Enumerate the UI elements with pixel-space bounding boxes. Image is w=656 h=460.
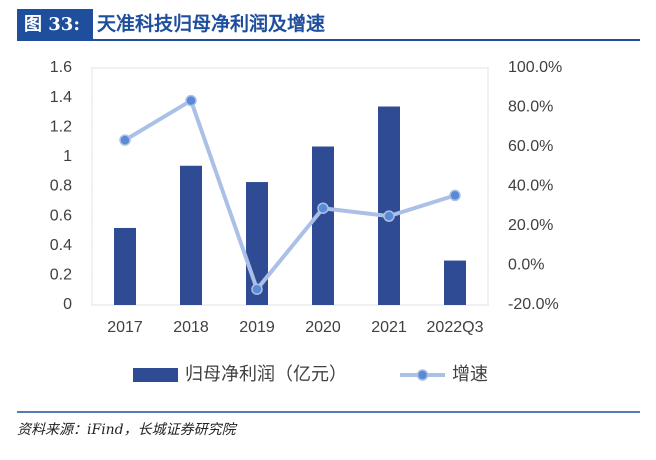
bar xyxy=(312,146,334,305)
y-tick-label: 0.2 xyxy=(50,267,72,284)
figure-label: 图 33: xyxy=(24,14,80,35)
y2-tick-label: 20.0% xyxy=(508,217,553,234)
y-tick-label: 0.6 xyxy=(50,207,72,224)
y-tick-label: 0 xyxy=(63,296,72,313)
y2-tick-label: 100.0% xyxy=(508,59,562,76)
line-marker xyxy=(383,210,395,222)
bar xyxy=(444,260,466,305)
y-tick-label: 1 xyxy=(63,148,72,165)
y-tick-label: 1.6 xyxy=(50,59,72,76)
x-tick-label: 2019 xyxy=(239,319,275,336)
y2-tick-label: -20.0% xyxy=(508,296,559,313)
y2-tick-label: 0.0% xyxy=(508,257,544,274)
legend-marker xyxy=(416,369,429,381)
source: 资料来源：iFind，长城证券研究院 xyxy=(17,422,238,438)
x-tick-label: 2022Q3 xyxy=(427,319,484,336)
x-tick-label: 2017 xyxy=(107,319,143,336)
x-tick-label: 2018 xyxy=(173,319,209,336)
y-tick-label: 1.4 xyxy=(50,89,72,106)
y2-tick-label: 80.0% xyxy=(508,99,553,116)
bar xyxy=(378,106,400,305)
plot-border xyxy=(91,67,489,306)
line-marker xyxy=(185,94,197,107)
chart-title: 天准科技归母净利润及增速 xyxy=(97,12,325,35)
legend-label: 增速 xyxy=(452,364,488,385)
y-tick-label: 1.2 xyxy=(50,118,72,135)
x-tick-label: 2020 xyxy=(305,319,341,336)
bar xyxy=(180,165,202,305)
line-marker xyxy=(317,202,329,214)
y2-tick-label: 60.0% xyxy=(508,138,553,155)
figure-label-box xyxy=(17,9,93,39)
legend-label: 归母净利润（亿元） xyxy=(185,364,347,385)
y-tick-label: 0.4 xyxy=(50,237,72,254)
line-marker xyxy=(449,189,461,202)
line-marker xyxy=(119,134,131,146)
line xyxy=(123,97,456,294)
bar xyxy=(114,227,136,305)
y2-tick-label: 40.0% xyxy=(508,178,553,195)
legend-swatch xyxy=(133,368,178,382)
y-tick-label: 0.8 xyxy=(50,178,72,195)
line-marker xyxy=(251,283,263,295)
x-tick-label: 2021 xyxy=(371,319,407,336)
